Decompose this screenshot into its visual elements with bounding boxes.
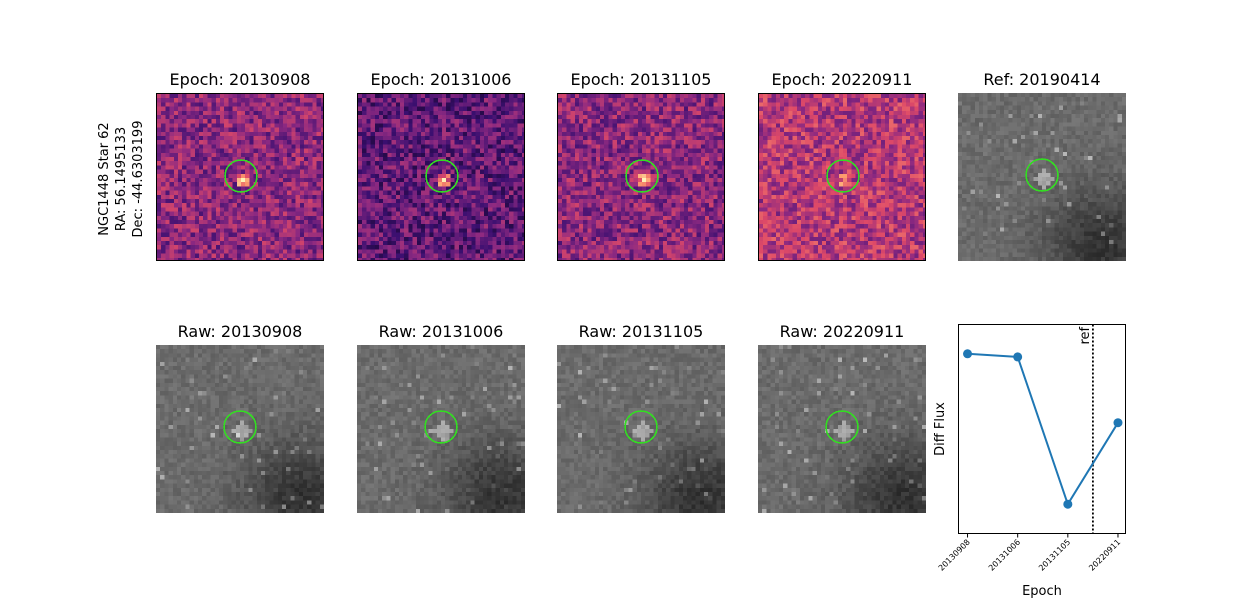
data-point-20130908 (963, 349, 973, 359)
panel-title-raw-1: Raw: 20130908 (177, 322, 303, 341)
target-marker-circle (826, 159, 860, 193)
data-point-20131105 (1063, 499, 1073, 509)
panel-title-epoch-2: Epoch: 20131006 (370, 70, 512, 89)
panel-title-epoch-4: Epoch: 20220911 (771, 70, 913, 89)
panel-title-epoch-1: Epoch: 20130908 (169, 70, 311, 89)
x-tick-label-20220911: 20220911 (1087, 538, 1122, 573)
raw-image-4 (758, 345, 926, 513)
reference-image (958, 93, 1126, 261)
target-marker-circle (1025, 158, 1059, 192)
diff-flux-chart: ref 20130908 20131006 20131105 20220911 Diff… (933, 324, 1126, 599)
x-axis-label: Epoch (1022, 584, 1062, 599)
star-info-label: NGC1448 Star 62 RA: 56.1495133 Dec: -44.… (96, 96, 148, 262)
panel-title-raw-2: Raw: 20131006 (378, 322, 504, 341)
panel-title-ref: Ref: 20190414 (983, 70, 1101, 89)
star-ra: RA: 56.1495133 (114, 126, 129, 232)
target-marker-circle (424, 410, 458, 444)
diff-image-2 (357, 93, 525, 261)
data-point-20220911 (1113, 418, 1123, 428)
data-point-20131006 (1013, 352, 1023, 362)
target-marker-circle (425, 159, 459, 193)
star-name: NGC1448 Star 62 (97, 122, 112, 236)
y-axis-label: Diff Flux (933, 402, 948, 456)
x-tick-label-20131006: 20131006 (987, 538, 1022, 573)
ref-line-label: ref (1078, 326, 1093, 344)
raw-image-2 (357, 345, 525, 513)
panel-title-raw-4: Raw: 20220911 (779, 322, 905, 341)
diff-image-4 (758, 93, 926, 261)
target-marker-circle (624, 410, 658, 444)
x-tick-label-20131105: 20131105 (1037, 538, 1072, 573)
raw-image-3 (557, 345, 725, 513)
target-marker-circle (625, 159, 659, 193)
star-dec: Dec: -44.6303199 (131, 120, 146, 238)
diff-flux-line (967, 352, 1119, 507)
diff-image-1 (156, 93, 324, 261)
raw-image-1 (156, 345, 324, 513)
plot-frame (958, 324, 1126, 534)
panel-title-raw-3: Raw: 20131105 (578, 322, 704, 341)
target-marker-circle (223, 410, 257, 444)
target-marker-circle (825, 410, 859, 444)
diff-image-3 (557, 93, 725, 261)
target-marker-circle (224, 159, 258, 193)
panel-title-epoch-3: Epoch: 20131105 (570, 70, 712, 89)
x-tick-label-20130908: 20130908 (937, 538, 972, 573)
